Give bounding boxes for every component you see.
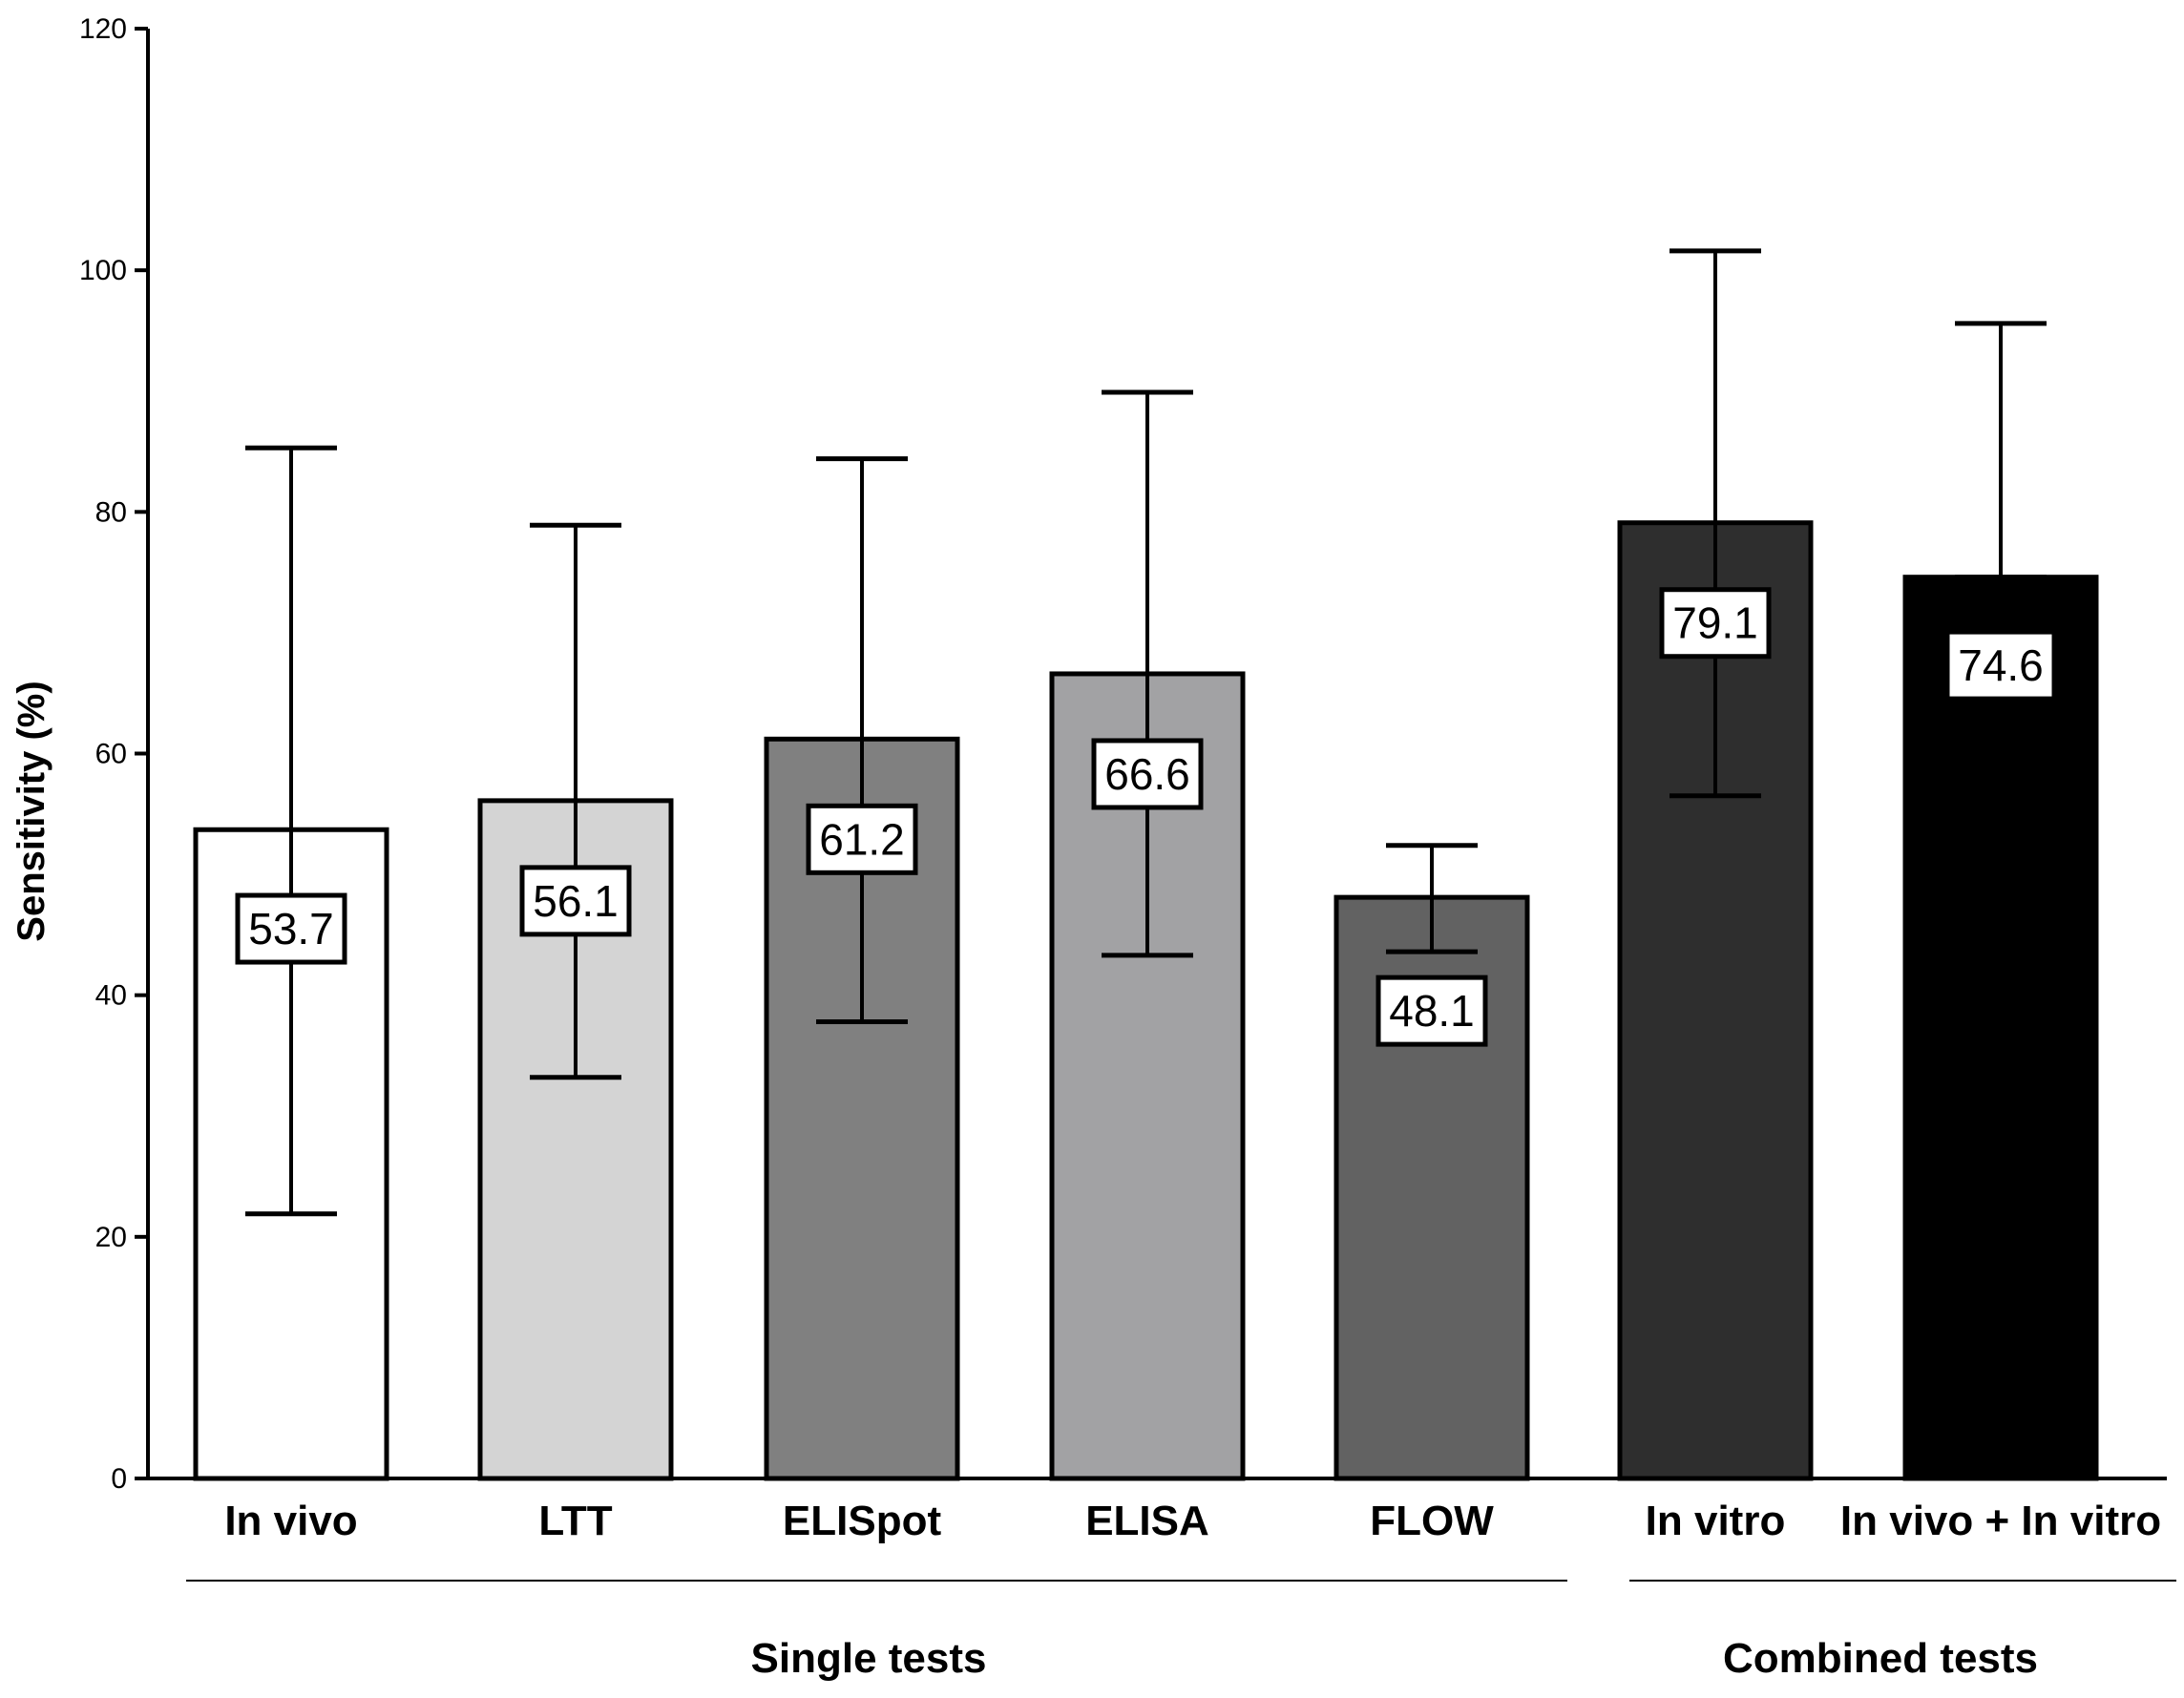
category-label: LTT <box>538 1498 612 1544</box>
y-tick-label: 40 <box>95 980 127 1012</box>
category-label: FLOW <box>1370 1498 1494 1544</box>
value-label: 61.2 <box>819 814 905 864</box>
value-label-box <box>519 865 632 937</box>
value-label: 66.6 <box>1104 749 1190 799</box>
category-label: ELISpot <box>783 1498 942 1544</box>
category-label: In vitro <box>1646 1498 1786 1544</box>
group-label: Single tests <box>751 1635 987 1682</box>
category-label: ELISA <box>1085 1498 1209 1544</box>
bar <box>477 798 674 1481</box>
group-brackets: Single tests Combined tests <box>186 1580 2176 1682</box>
x-axis-labels: In vivo LTT ELISpot ELISA FLOW In vitro In viv… <box>224 1498 2161 1544</box>
error-bars <box>245 248 2047 1217</box>
y-tick-label: 20 <box>95 1222 127 1253</box>
group-label: Combined tests <box>1723 1635 2038 1682</box>
value-label: 79.1 <box>1672 598 1758 648</box>
value-label: 56.1 <box>533 876 619 926</box>
category-label: In vivo <box>224 1498 357 1544</box>
y-axis-label: Sensitivity (%) <box>10 681 52 941</box>
value-label-box <box>1091 738 1204 810</box>
value-label-box <box>1659 587 1772 660</box>
value-label: 74.6 <box>1958 640 2044 690</box>
y-tick-label: 60 <box>95 739 127 770</box>
y-tick-label: 100 <box>79 255 127 286</box>
value-label: 48.1 <box>1389 986 1475 1036</box>
value-label-box <box>235 892 347 965</box>
value-labels: 53.7 56.1 61.2 66.6 48.1 79.1 74.6 <box>235 587 2057 1047</box>
value-label-box <box>806 803 918 875</box>
value-label-box <box>1376 975 1488 1047</box>
value-label: 53.7 <box>248 904 334 954</box>
category-label: In vivo + In vitro <box>1840 1498 2161 1544</box>
y-tick-label: 120 <box>79 13 127 45</box>
y-tick-label: 0 <box>111 1463 127 1495</box>
bar <box>764 736 960 1481</box>
value-label-box <box>1944 629 2057 702</box>
y-tick-label: 80 <box>95 496 127 528</box>
bar <box>1902 575 2099 1481</box>
